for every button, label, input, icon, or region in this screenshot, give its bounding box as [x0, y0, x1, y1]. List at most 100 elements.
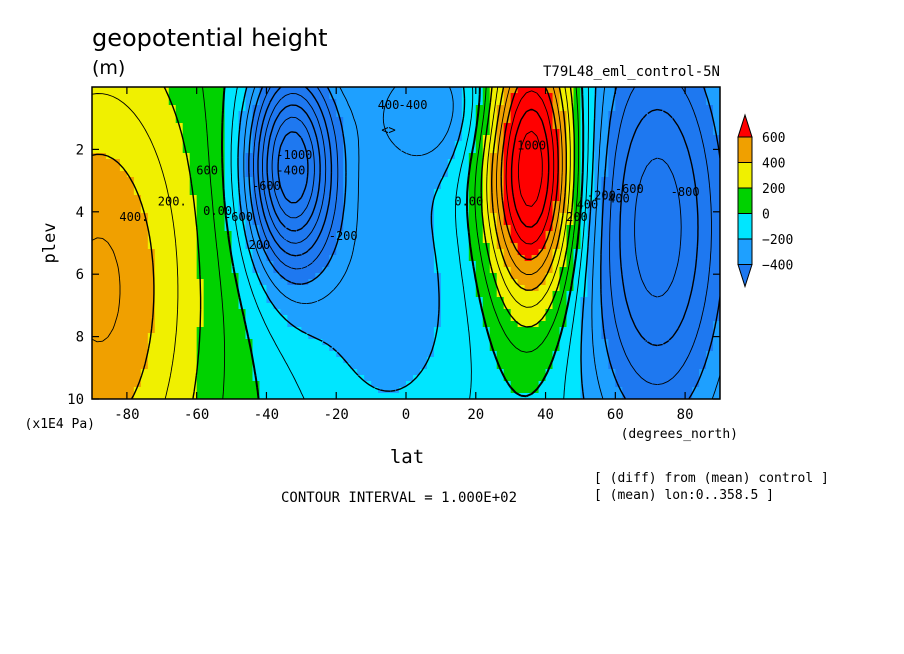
heatmap-cell: [426, 129, 435, 136]
heatmap-cell: [168, 147, 177, 154]
heatmap-cell: [154, 135, 163, 142]
heatmap-cell: [161, 171, 170, 178]
heatmap-cell: [308, 147, 316, 154]
heatmap-cell: [489, 327, 498, 334]
heatmap-cell: [259, 309, 268, 316]
heatmap-cell: [406, 183, 414, 190]
heatmap-cell: [161, 219, 170, 226]
heatmap-cell: [517, 243, 526, 250]
heatmap-cell: [273, 393, 281, 399]
heatmap-cell: [210, 201, 219, 208]
heatmap-cell: [671, 351, 679, 358]
heatmap-cell: [168, 339, 177, 346]
heatmap-cell: [210, 159, 219, 166]
heatmap-cell: [392, 201, 400, 208]
heatmap-cell: [433, 315, 442, 322]
heatmap-cell: [650, 387, 658, 394]
heatmap-cell: [412, 177, 421, 184]
heatmap-cell: [601, 297, 609, 304]
heatmap-cell: [392, 147, 400, 154]
heatmap-cell: [399, 297, 407, 304]
heatmap-cell: [601, 183, 609, 190]
heatmap-cell: [440, 333, 449, 340]
heatmap-cell: [280, 195, 288, 202]
heatmap-cell: [657, 279, 665, 286]
x-tick-label: -20: [324, 407, 349, 423]
heatmap-cell: [580, 141, 589, 148]
heatmap-cell: [301, 189, 309, 196]
heatmap-cell: [489, 195, 498, 202]
heatmap-cell: [98, 213, 107, 220]
heatmap-cell: [678, 93, 686, 100]
heatmap-cell: [573, 321, 582, 328]
heatmap-cell: [273, 159, 281, 166]
heatmap-cell: [182, 207, 191, 214]
heatmap-cell: [406, 327, 414, 334]
heatmap-cell: [98, 159, 107, 166]
heatmap-cell: [322, 225, 330, 232]
heatmap-cell: [259, 351, 268, 358]
heatmap-cell: [524, 303, 533, 310]
heatmap-cell: [182, 225, 191, 232]
heatmap-cell: [154, 315, 163, 322]
heatmap-cell: [608, 369, 616, 376]
heatmap-cell: [385, 393, 393, 399]
heatmap-cell: [699, 111, 707, 118]
heatmap-cell: [189, 87, 198, 94]
heatmap-cell: [580, 303, 589, 310]
heatmap-cell: [538, 273, 547, 280]
heatmap-cell: [608, 321, 616, 328]
heatmap-cell: [475, 345, 484, 352]
heatmap-cell: [385, 87, 393, 94]
heatmap-cell: [433, 231, 442, 238]
heatmap-cell: [224, 255, 233, 262]
heatmap-cell: [517, 333, 526, 340]
heatmap-cell: [196, 177, 205, 184]
heatmap-cell: [196, 105, 205, 112]
heatmap-cell: [126, 183, 135, 190]
heatmap-cell: [147, 291, 156, 298]
heatmap-cell: [538, 255, 547, 262]
heatmap-cell: [266, 279, 275, 286]
heatmap-cell: [545, 327, 554, 334]
heatmap-cell: [210, 171, 219, 178]
heatmap-cell: [580, 243, 589, 250]
heatmap-cell: [168, 177, 177, 184]
heatmap-cell: [447, 387, 456, 394]
heatmap-cell: [601, 153, 609, 160]
heatmap-cell: [301, 213, 309, 220]
heatmap-cell: [329, 225, 337, 232]
heatmap-cell: [133, 375, 142, 382]
heatmap-cell: [615, 327, 623, 334]
heatmap-cell: [119, 243, 128, 250]
heatmap-cell: [706, 297, 714, 304]
heatmap-cell: [426, 369, 435, 376]
heatmap-cell: [140, 147, 149, 154]
heatmap-cell: [364, 117, 372, 124]
heatmap-cell: [343, 351, 351, 358]
heatmap-cell: [350, 381, 358, 388]
heatmap-cell: [685, 231, 693, 238]
heatmap-cell: [650, 375, 658, 382]
heatmap-cell: [322, 375, 330, 382]
heatmap-cell: [133, 267, 142, 274]
heatmap-cell: [112, 351, 121, 358]
heatmap-cell: [447, 351, 456, 358]
heatmap-cell: [461, 117, 470, 124]
heatmap-cell: [706, 129, 714, 136]
heatmap-cell: [182, 291, 191, 298]
heatmap-cell: [224, 351, 233, 358]
heatmap-cell: [266, 129, 275, 136]
heatmap-cell: [322, 309, 330, 316]
heatmap-cell: [308, 171, 316, 178]
heatmap-cell: [440, 285, 449, 292]
heatmap-cell: [433, 351, 442, 358]
heatmap-cell: [650, 159, 658, 166]
heatmap-cell: [140, 393, 149, 399]
heatmap-cell: [273, 183, 281, 190]
heatmap-cell: [643, 393, 651, 399]
heatmap-cell: [594, 351, 602, 358]
heatmap-cell: [308, 207, 316, 214]
heatmap-cell: [329, 93, 337, 100]
heatmap-cell: [608, 249, 616, 256]
